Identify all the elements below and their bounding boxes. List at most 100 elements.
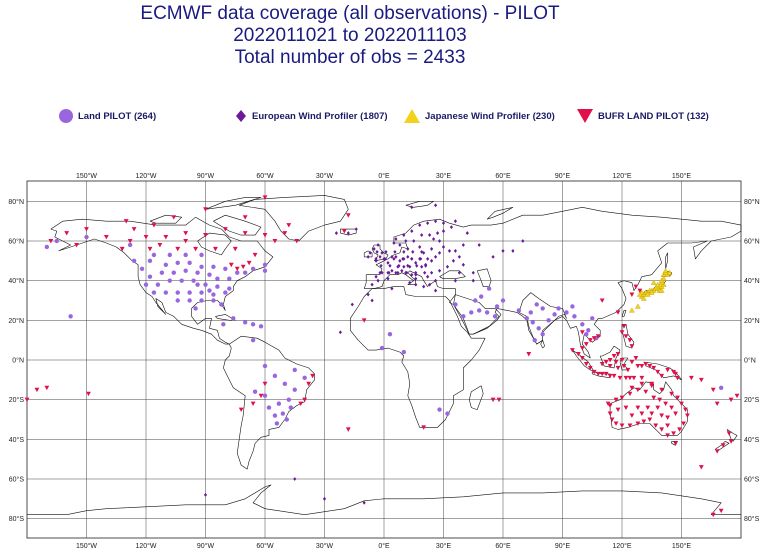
bufr-pilot-marker	[193, 246, 198, 252]
coastline-borneo	[599, 345, 621, 369]
land-pilot-marker	[199, 298, 204, 303]
wind-profiler-marker	[374, 258, 378, 263]
wind-profiler-marker	[423, 270, 427, 275]
wind-profiler-marker	[429, 247, 434, 251]
wind-profiler-marker	[410, 229, 414, 233]
bufr-pilot-marker	[151, 223, 157, 228]
bufr-pilot-marker	[629, 344, 635, 349]
land-pilot-marker	[199, 252, 204, 258]
wind-profiler-marker	[390, 286, 394, 291]
land-pilot-marker	[286, 397, 292, 402]
land-pilot-marker	[258, 324, 264, 329]
bufr-pilot-marker	[123, 219, 129, 224]
bufr-pilot-marker	[621, 363, 627, 369]
bufr-pilot-marker	[250, 401, 256, 407]
land-pilot-marker	[564, 310, 569, 315]
bufr-pilot-marker	[627, 423, 633, 428]
land-pilot-marker	[528, 310, 533, 315]
legend-japanese-wind-profiler: Japanese Wind Profiler (230)	[403, 107, 555, 125]
bufr-pilot-marker	[341, 229, 347, 234]
lon-tick-label: 60°W	[256, 542, 274, 550]
lon-tick-label: 60°W	[256, 172, 274, 180]
bufr-pilot-marker	[679, 401, 684, 407]
lat-tick-label: 80°S	[9, 515, 25, 523]
land-pilot-marker	[718, 385, 724, 390]
land-pilot-marker	[586, 328, 591, 333]
land-pilot-marker	[231, 316, 236, 321]
japanese-profiler-marker	[635, 303, 641, 309]
wind-profiler-marker	[386, 260, 390, 265]
map-date-range: 2022011021 to 2022011103	[233, 25, 467, 46]
land-pilot-marker	[546, 318, 551, 323]
land-pilot-marker	[199, 290, 204, 295]
wind-profiler-marker	[334, 231, 339, 235]
lon-tick-label: 90°E	[555, 542, 571, 550]
bufr-pilot-marker	[619, 395, 625, 401]
wind-profiler-marker	[411, 250, 415, 254]
wind-profiler-marker	[433, 254, 438, 259]
coastline-arabia	[453, 294, 502, 335]
bufr-pilot-marker	[635, 405, 641, 410]
land-pilot-marker	[187, 260, 192, 266]
wind-profiler-marker	[378, 254, 382, 259]
wind-profiler-marker	[398, 258, 402, 263]
land-pilot-marker	[191, 278, 196, 283]
wind-profiler-marker	[401, 256, 405, 261]
bufr-pilot-marker	[655, 369, 661, 375]
wind-profiler-marker	[420, 250, 424, 254]
land-pilot-marker	[159, 270, 165, 275]
wind-profiler-marker	[394, 254, 398, 259]
japanese-profiler-marker	[662, 267, 669, 273]
wind-profiler-marker	[414, 260, 418, 265]
bufr-pilot-marker	[665, 415, 671, 420]
bufr-pilot-marker	[734, 393, 740, 399]
bufr-pilot-marker	[143, 235, 149, 240]
bufr-pilot-marker	[575, 352, 581, 357]
wind-profiler-marker	[383, 256, 387, 261]
wind-profiler-marker	[414, 276, 418, 281]
lon-tick-label: 150°W	[76, 542, 97, 550]
wind-profiler-marker	[453, 278, 457, 283]
lat-tick-label: 20°N	[744, 317, 760, 325]
wind-profiler-marker	[422, 284, 426, 289]
bufr-pilot-marker	[175, 246, 181, 252]
wind-profiler-marker	[491, 254, 495, 259]
lon-tick-label: 90°W	[197, 172, 215, 180]
lat-tick-label: 60°S	[9, 475, 25, 483]
coastline-greenland	[239, 195, 349, 242]
land-pilot-marker	[223, 266, 228, 271]
bufr-pilot-marker	[639, 381, 645, 387]
bufr-pilot-marker	[613, 359, 619, 365]
bufr-pilot-marker	[286, 223, 292, 228]
bufr-pilot-marker	[613, 421, 619, 426]
bufr-pilot-marker	[619, 423, 625, 428]
land-pilot-marker	[131, 258, 137, 264]
coastline-eurasia	[363, 207, 742, 359]
lon-tick-label: 0°E	[378, 542, 390, 550]
land-pilot-marker	[282, 381, 288, 386]
bufr-pilot-marker	[421, 425, 427, 430]
land-pilot-marker	[203, 282, 208, 287]
land-pilot-marker	[387, 332, 393, 337]
bufr-pilot-marker	[631, 375, 637, 381]
bufr-pilot-marker	[625, 367, 631, 373]
land-pilot-marker	[540, 306, 545, 311]
land-pilot-marker	[262, 363, 268, 369]
wind-profiler-marker	[346, 231, 350, 235]
land-pilot-marker	[272, 413, 278, 418]
bufr-pilot-marker	[262, 233, 268, 238]
coastline-taiwan	[621, 310, 627, 317]
wind-profiler-marker	[453, 219, 457, 224]
bufr-pilot-marker	[629, 359, 635, 365]
wind-profiler-marker	[457, 270, 461, 275]
bufr-pilot-marker	[262, 195, 268, 200]
land-pilot-marker	[175, 260, 180, 266]
bufr-pilot-marker	[665, 433, 671, 438]
bufr-pilot-marker	[675, 395, 680, 401]
bufr-pilot-marker	[238, 407, 244, 412]
land-pilot-marker	[556, 306, 561, 311]
bufr-pilot-marker	[272, 239, 278, 244]
wind-profiler-marker	[415, 263, 419, 268]
wind-profiler-marker	[414, 270, 418, 275]
bufr-pilot-marker	[647, 417, 653, 422]
